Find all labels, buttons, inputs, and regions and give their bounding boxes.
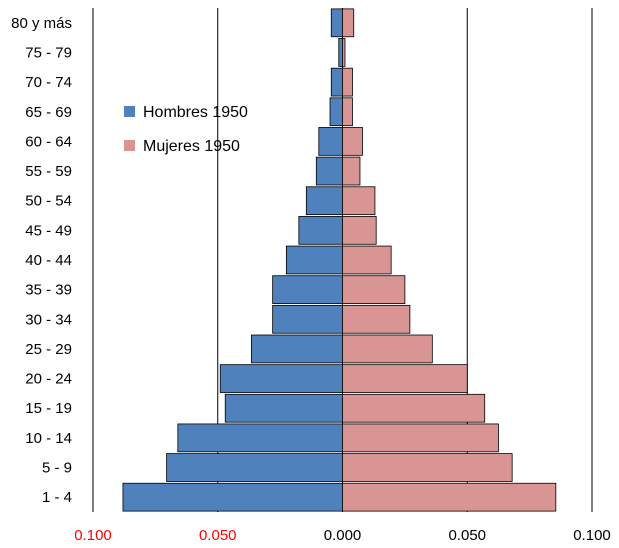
x-tick-label-0: 0.100 xyxy=(74,527,112,544)
bar-hombres-14 xyxy=(177,423,343,453)
x-tick-label-3: 0.050 xyxy=(448,527,486,544)
category-label-14: 10 - 14 xyxy=(25,430,72,447)
category-label-2: 70 - 74 xyxy=(25,74,72,91)
bar-hombres-12 xyxy=(219,364,343,393)
bar-mujeres-11 xyxy=(342,334,433,364)
bar-hombres-4 xyxy=(318,127,343,156)
bar-hombres-0 xyxy=(330,8,343,38)
bar-mujeres-2 xyxy=(342,67,353,97)
bar-mujeres-8 xyxy=(342,245,392,275)
legend: Hombres 1950 Mujeres 1950 xyxy=(124,104,248,155)
bar-hombres-1 xyxy=(338,38,343,67)
category-label-11: 25 - 29 xyxy=(25,341,72,358)
bar-mujeres-14 xyxy=(342,423,499,453)
bar-mujeres-0 xyxy=(342,8,355,38)
bar-hombres-15 xyxy=(166,453,343,482)
bar-hombres-16 xyxy=(122,482,343,512)
category-label-5: 55 - 59 xyxy=(25,163,72,180)
category-label-9: 35 - 39 xyxy=(25,282,72,299)
x-tick-label-2: 0.000 xyxy=(324,527,362,544)
category-label-10: 30 - 34 xyxy=(25,311,72,328)
category-label-7: 45 - 49 xyxy=(25,222,72,239)
bar-hombres-8 xyxy=(285,245,343,275)
category-label-6: 50 - 54 xyxy=(25,193,72,210)
bar-mujeres-6 xyxy=(342,186,376,216)
bar-hombres-5 xyxy=(315,156,343,186)
bar-mujeres-9 xyxy=(342,275,406,304)
bar-hombres-6 xyxy=(305,186,343,216)
x-tick-label-1: 0.050 xyxy=(199,527,237,544)
category-label-4: 60 - 64 xyxy=(25,133,72,150)
bar-mujeres-13 xyxy=(342,393,486,423)
bar-hombres-9 xyxy=(272,275,343,304)
category-label-1: 75 - 79 xyxy=(25,44,72,61)
bar-hombres-11 xyxy=(251,334,343,364)
category-label-0: 80 y más xyxy=(11,15,72,32)
category-label-15: 5 - 9 xyxy=(42,460,72,477)
bar-mujeres-7 xyxy=(342,216,377,245)
category-label-16: 1 - 4 xyxy=(42,489,72,506)
bar-mujeres-10 xyxy=(342,304,411,334)
legend-swatch-hombres xyxy=(124,106,135,117)
bar-mujeres-15 xyxy=(342,453,513,482)
bar-hombres-3 xyxy=(329,97,343,127)
bar-mujeres-1 xyxy=(342,38,346,67)
bar-mujeres-4 xyxy=(342,127,363,156)
bar-mujeres-5 xyxy=(342,156,361,186)
category-labels: 80 y más 75 - 79 70 - 74 65 - 69 60 - 64 55 -… xyxy=(11,15,72,506)
bar-hombres-7 xyxy=(298,216,343,245)
legend-label-hombres: Hombres 1950 xyxy=(143,104,248,121)
category-label-8: 40 - 44 xyxy=(25,252,72,269)
bar-hombres-2 xyxy=(330,67,343,97)
bar-mujeres-3 xyxy=(342,97,353,127)
bar-mujeres-12 xyxy=(342,364,468,393)
category-label-13: 15 - 19 xyxy=(25,400,72,417)
category-label-3: 65 - 69 xyxy=(25,104,72,121)
legend-label-mujeres: Mujeres 1950 xyxy=(143,138,240,155)
x-tick-labels: 0.100 0.050 0.000 0.050 0.100 xyxy=(74,527,611,544)
x-tick-label-4: 0.100 xyxy=(573,527,611,544)
legend-swatch-mujeres xyxy=(124,140,135,151)
bars-group xyxy=(122,8,557,512)
bar-mujeres-16 xyxy=(342,482,557,512)
bar-hombres-10 xyxy=(272,304,343,334)
category-label-12: 20 - 24 xyxy=(25,371,72,388)
bar-hombres-13 xyxy=(224,393,343,423)
